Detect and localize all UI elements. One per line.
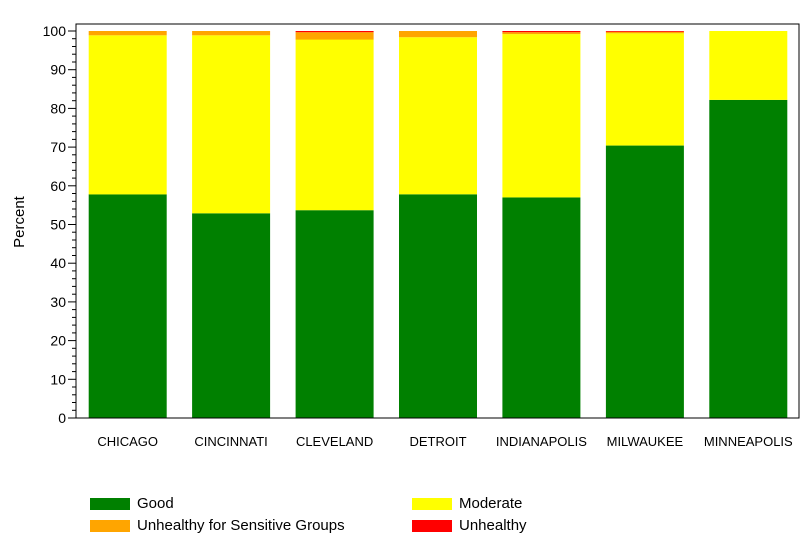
- x-tick-label-detroit: DETROIT: [409, 434, 466, 449]
- bar-detroit-moderate: [399, 37, 477, 195]
- bar-indianapolis-unhealthy: [502, 31, 581, 33]
- bar-cincinnati-moderate: [192, 35, 271, 214]
- legend-label-moderate: Moderate: [459, 495, 523, 512]
- y-tick-label-70: 70: [50, 139, 66, 155]
- bar-cleveland-good: [295, 210, 374, 418]
- bar-chicago-good: [88, 194, 167, 418]
- y-axis-label: Percent: [11, 195, 28, 248]
- legend-label-usg: Unhealthy for Sensitive Groups: [137, 517, 345, 534]
- legend-swatch-moderate: [412, 498, 452, 510]
- x-tick-label-cincinnati: CINCINNATI: [194, 434, 267, 449]
- legend-swatch-unhealthy: [412, 520, 452, 532]
- bar-minneapolis-moderate: [709, 31, 788, 100]
- bar-detroit-good: [399, 194, 477, 418]
- plot-frame: [75, 23, 800, 419]
- y-tick-label-50: 50: [50, 217, 66, 233]
- y-tick-label-60: 60: [50, 178, 66, 194]
- y-tick-label-40: 40: [50, 255, 66, 271]
- y-tick-label-0: 0: [58, 410, 66, 426]
- bar-milwaukee-unhealthy: [605, 31, 684, 32]
- legend-label-unhealthy: Unhealthy: [459, 517, 527, 534]
- legend-swatch-usg: [90, 520, 130, 532]
- bar-cleveland-unhealthy: [295, 31, 374, 33]
- bar-chicago-moderate: [88, 35, 167, 195]
- bar-milwaukee-good: [605, 145, 684, 418]
- bar-minneapolis-good: [709, 99, 788, 419]
- x-tick-label-cleveland: CLEVELAND: [296, 434, 373, 449]
- bar-chicago-unhealthy-for-sensitive-groups: [88, 31, 167, 36]
- x-tick-label-chicago: CHICAGO: [97, 434, 158, 449]
- bar-cincinnati-unhealthy-for-sensitive-groups: [192, 31, 271, 36]
- bar-milwaukee-moderate: [605, 33, 684, 146]
- bar-indianapolis-good: [502, 197, 581, 418]
- bars-group: [88, 31, 788, 419]
- bar-indianapolis-unhealthy-for-sensitive-groups: [502, 32, 581, 35]
- y-tick-label-10: 10: [50, 371, 66, 387]
- bar-milwaukee-unhealthy-for-sensitive-groups: [605, 31, 684, 34]
- y-tick-label-30: 30: [50, 294, 66, 310]
- bar-indianapolis-moderate: [502, 34, 581, 198]
- bar-cincinnati-good: [192, 213, 271, 418]
- bar-cleveland-unhealthy-for-sensitive-groups: [295, 32, 374, 40]
- y-tick-label-20: 20: [50, 333, 66, 349]
- bar-detroit-unhealthy-for-sensitive-groups: [399, 31, 477, 38]
- y-tick-label-80: 80: [50, 100, 66, 116]
- legend-swatch-good: [90, 498, 130, 510]
- x-tick-label-indianapolis: INDIANAPOLIS: [496, 434, 587, 449]
- bar-cleveland-moderate: [295, 39, 374, 211]
- y-tick-label-100: 100: [43, 23, 67, 39]
- x-tick-label-milwaukee: MILWAUKEE: [607, 434, 684, 449]
- x-tick-label-minneapolis: MINNEAPOLIS: [704, 434, 793, 449]
- y-tick-label-90: 90: [50, 62, 66, 78]
- axes-group: CHICAGO CINCINNATI CLEVELAND DETROIT INDIANA…: [43, 23, 800, 449]
- legend-label-good: Good: [137, 495, 174, 512]
